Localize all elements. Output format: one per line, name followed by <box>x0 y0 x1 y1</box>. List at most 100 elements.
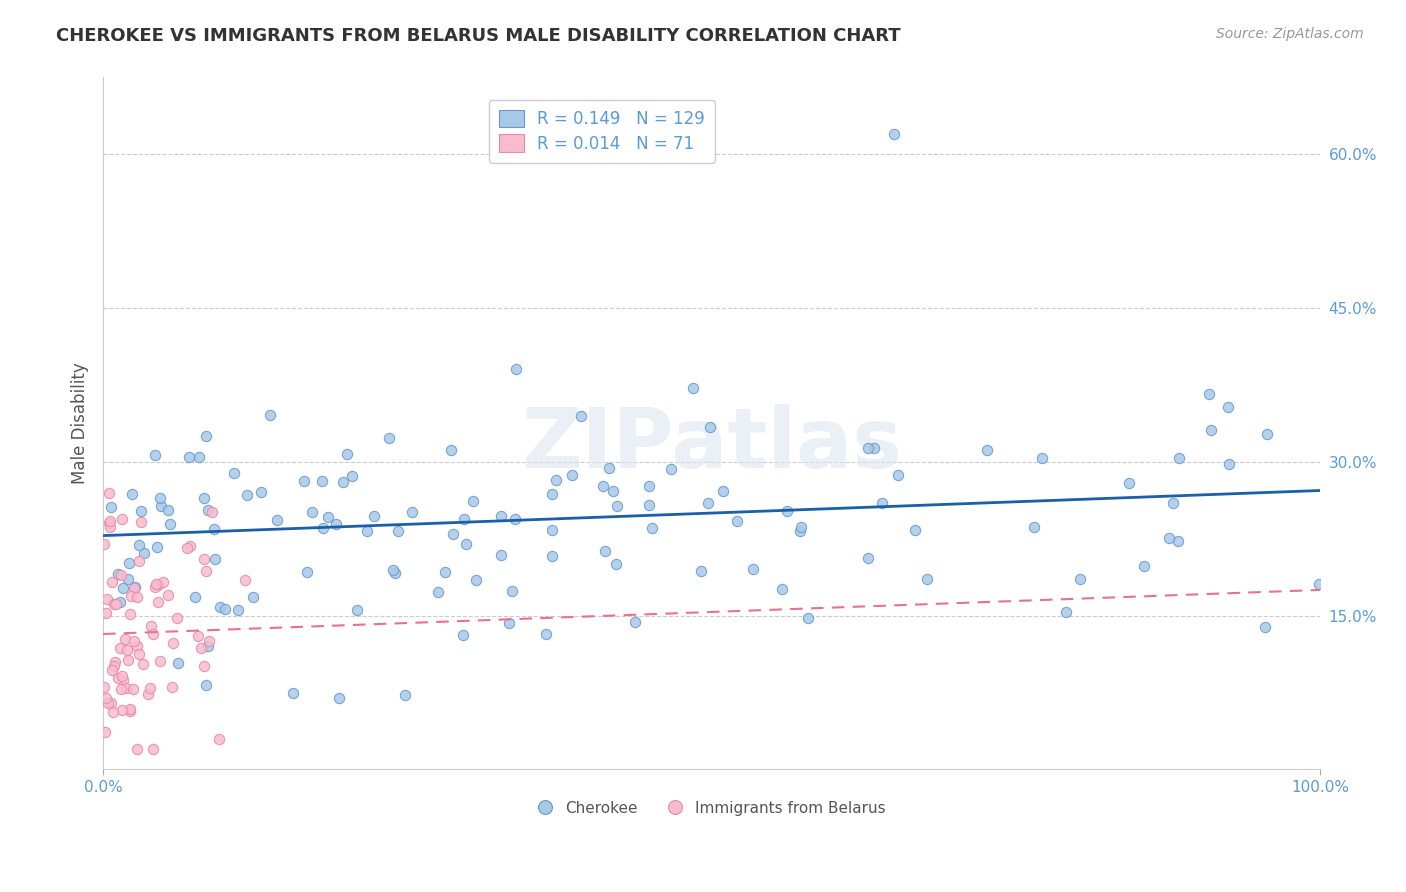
Point <box>711 483 734 498</box>
Point <box>110 595 132 609</box>
Point <box>111 512 134 526</box>
Point <box>118 607 141 622</box>
Point <box>1161 496 1184 510</box>
Point <box>858 550 880 565</box>
Point <box>770 582 793 596</box>
Point <box>214 602 236 616</box>
Point <box>394 688 416 702</box>
Point <box>401 505 423 519</box>
Point <box>328 690 350 705</box>
Point <box>128 554 150 568</box>
Point <box>1069 572 1091 586</box>
Point <box>167 657 190 671</box>
Point <box>103 659 125 673</box>
Point <box>120 589 142 603</box>
Point <box>127 640 149 654</box>
Point <box>1256 426 1278 441</box>
Point <box>179 539 201 553</box>
Point <box>540 487 562 501</box>
Point <box>346 603 368 617</box>
Point <box>132 657 155 672</box>
Point <box>125 591 148 605</box>
Point <box>1308 576 1330 591</box>
Point <box>976 442 998 457</box>
Point <box>776 503 799 517</box>
Point <box>491 548 513 562</box>
Point <box>226 603 249 617</box>
Point <box>190 641 212 656</box>
Point <box>157 502 180 516</box>
Point <box>1132 559 1154 574</box>
Point <box>111 673 134 688</box>
Point <box>434 565 457 579</box>
Point <box>904 524 927 538</box>
Point <box>111 669 134 683</box>
Point <box>107 567 129 582</box>
Point <box>145 577 167 591</box>
Point <box>233 573 256 587</box>
Point <box>193 551 215 566</box>
Point <box>121 487 143 501</box>
Point <box>129 516 152 530</box>
Point <box>193 658 215 673</box>
Point <box>118 705 141 719</box>
Point <box>498 615 520 630</box>
Point <box>464 573 486 587</box>
Point <box>94 607 117 621</box>
Point <box>103 597 125 611</box>
Point <box>128 648 150 662</box>
Point <box>242 590 264 604</box>
Point <box>453 512 475 526</box>
Point <box>1198 387 1220 401</box>
Point <box>1054 606 1077 620</box>
Point <box>124 580 146 594</box>
Point <box>461 494 484 508</box>
Point <box>124 634 146 648</box>
Point <box>157 589 180 603</box>
Point <box>789 524 811 538</box>
Point <box>883 127 905 141</box>
Point <box>640 521 662 535</box>
Point <box>134 546 156 560</box>
Point <box>236 488 259 502</box>
Y-axis label: Male Disability: Male Disability <box>72 362 89 484</box>
Point <box>128 539 150 553</box>
Point <box>541 524 564 538</box>
Point <box>384 566 406 580</box>
Point <box>146 578 169 592</box>
Point <box>1199 423 1222 437</box>
Text: CHEROKEE VS IMMIGRANTS FROM BELARUS MALE DISABILITY CORRELATION CHART: CHEROKEE VS IMMIGRANTS FROM BELARUS MALE… <box>56 27 901 45</box>
Point <box>93 680 115 694</box>
Point <box>110 568 132 582</box>
Point <box>105 597 128 611</box>
Point <box>489 509 512 524</box>
Point <box>194 429 217 443</box>
Point <box>593 543 616 558</box>
Point <box>316 510 339 524</box>
Point <box>453 628 475 642</box>
Point <box>98 515 121 529</box>
Point <box>208 731 231 746</box>
Point <box>141 627 163 641</box>
Point <box>336 447 359 461</box>
Point <box>382 563 405 577</box>
Point <box>187 450 209 465</box>
Point <box>790 519 813 533</box>
Point <box>503 512 526 526</box>
Point <box>93 537 115 551</box>
Point <box>142 741 165 756</box>
Point <box>659 462 682 476</box>
Point <box>152 575 174 590</box>
Point <box>427 585 450 599</box>
Point <box>637 498 659 512</box>
Point <box>598 461 620 475</box>
Point <box>94 690 117 705</box>
Point <box>301 505 323 519</box>
Point <box>187 629 209 643</box>
Point <box>870 496 893 510</box>
Point <box>501 584 523 599</box>
Point <box>292 474 315 488</box>
Point <box>100 696 122 710</box>
Point <box>605 557 627 571</box>
Point <box>378 431 401 445</box>
